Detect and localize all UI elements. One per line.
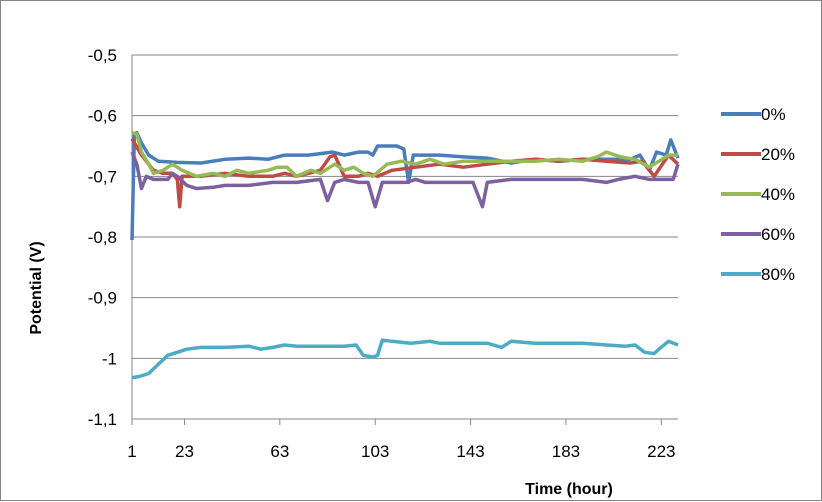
y-tick-label: -1 — [102, 349, 117, 368]
x-tick-label: 63 — [270, 442, 289, 461]
legend-label: 40% — [761, 185, 795, 204]
series-line-0pct — [130, 130, 680, 241]
legend-label: 0% — [761, 105, 786, 124]
x-axis-title: Time (hour) — [525, 481, 613, 498]
y-tick-label: -0,5 — [88, 46, 117, 65]
series-line-80pct — [131, 338, 679, 380]
x-tick-label: 23 — [175, 442, 194, 461]
legend-label: 60% — [761, 225, 795, 244]
x-tick-label: 143 — [456, 442, 484, 461]
x-tick-label: 1 — [127, 442, 136, 461]
y-axis-title: Potential (V) — [28, 241, 45, 334]
tick-labels: -1,1 -1 -0,9 -0,8 -0,7 -0,6 -0,5 1 23 63 103 143 183… — [88, 46, 676, 461]
gridlines — [132, 54, 678, 420]
y-tick-label: -0,8 — [88, 228, 117, 247]
x-tick-label: 103 — [361, 442, 389, 461]
legend: 0% 20% 40% 60% 80% — [721, 105, 795, 284]
legend-label: 20% — [761, 145, 795, 164]
y-tick-label: -0,9 — [88, 289, 117, 308]
y-tick-label: -0,6 — [88, 107, 117, 126]
series-line-60pct — [130, 151, 680, 209]
x-tick-label: 183 — [552, 442, 580, 461]
axes — [131, 55, 662, 425]
x-tick-label: 223 — [647, 442, 675, 461]
y-tick-label: -0,7 — [88, 167, 117, 186]
series-line-40pct — [131, 131, 678, 179]
series-lines — [130, 130, 680, 380]
legend-label: 80% — [761, 265, 795, 284]
y-tick-label: -1,1 — [88, 410, 117, 429]
